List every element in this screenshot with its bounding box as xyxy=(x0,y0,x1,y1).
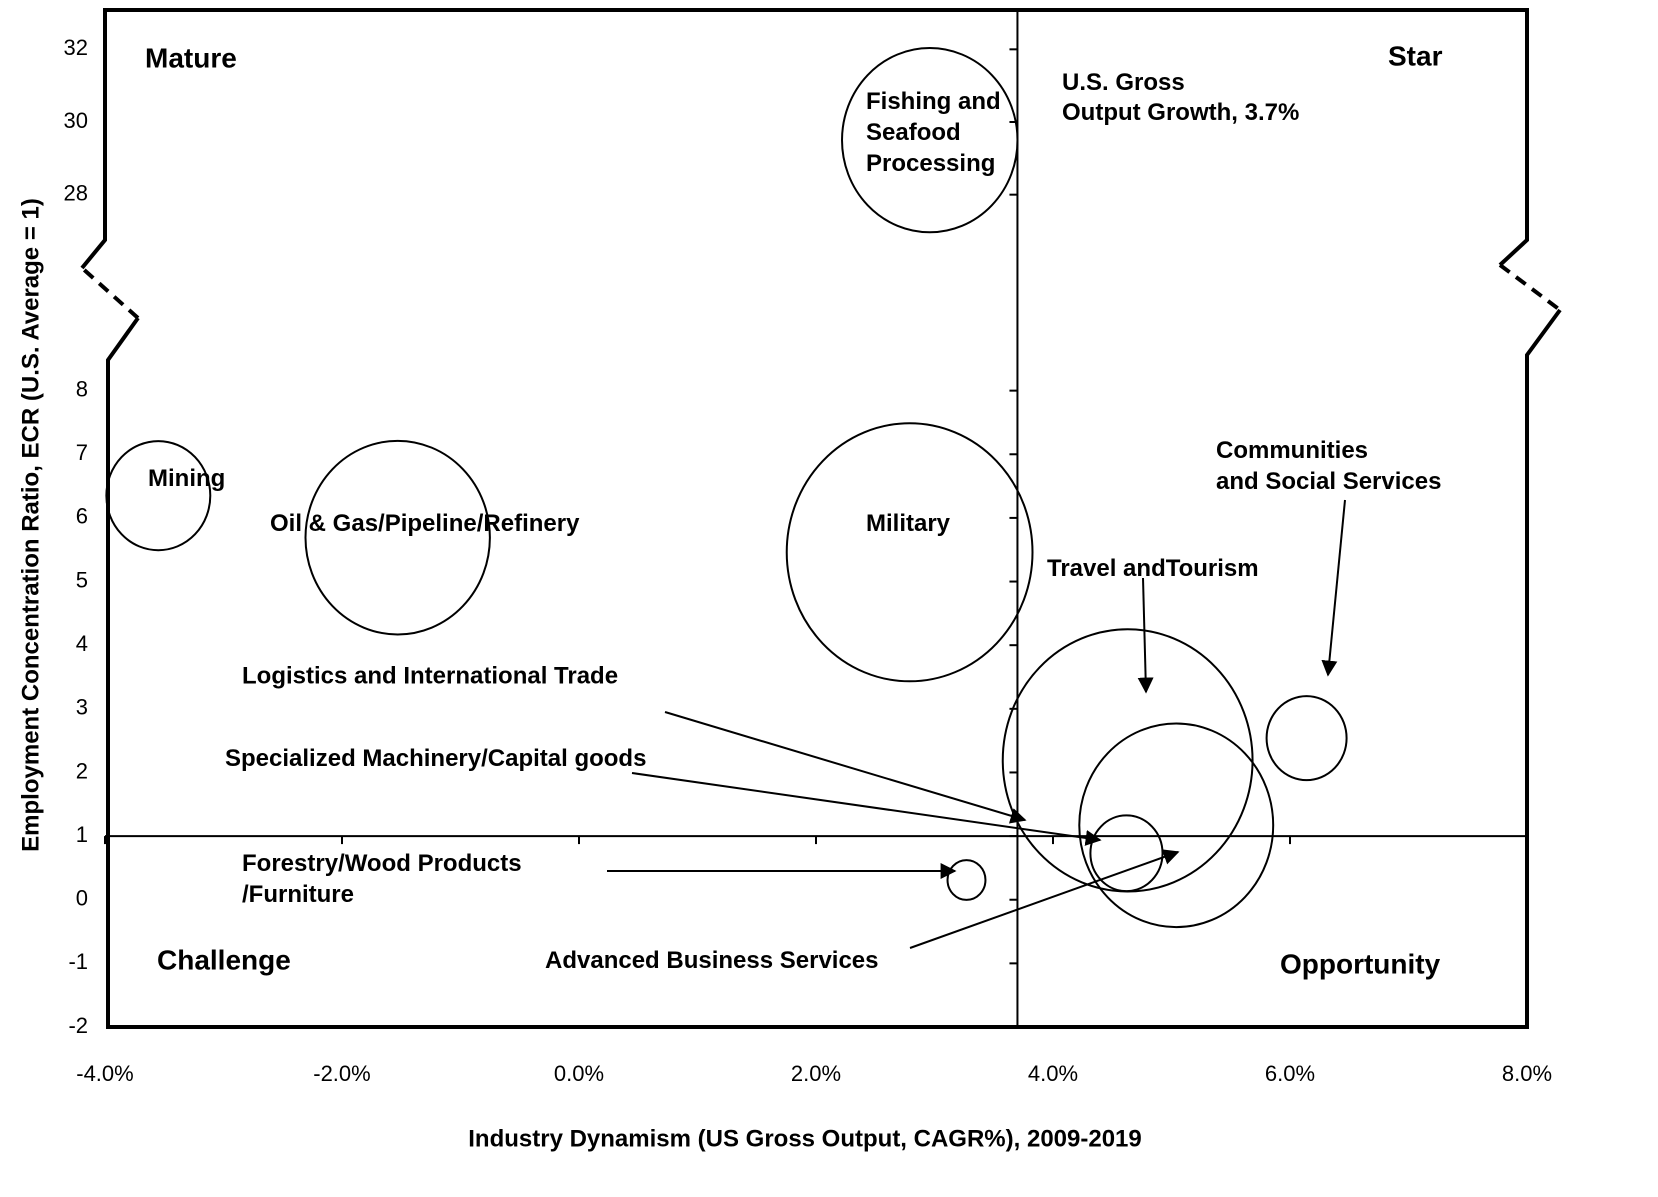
bubble xyxy=(785,422,1034,683)
bubble-label: Fishing and Seafood Processing xyxy=(866,88,1001,177)
y-tick-label: 4 xyxy=(76,631,88,656)
annotation: Logistics and International Trade xyxy=(242,662,618,689)
annotation: Mature xyxy=(145,42,237,73)
y-tick-label: 28 xyxy=(64,180,88,205)
reference-label: U.S. Gross Output Growth, 3.7% xyxy=(1062,69,1299,126)
reference-label-line: U.S. Gross xyxy=(1062,69,1185,96)
bubble-label-line: /Furniture xyxy=(242,881,354,908)
bubble-label-line: Military xyxy=(866,510,951,537)
bubble-label-line: Travel andTourism xyxy=(1047,555,1259,582)
bubble-label: Mining xyxy=(148,465,225,492)
y-tick-label: 32 xyxy=(64,35,88,60)
bubble xyxy=(1265,695,1348,782)
x-tick-label: 2.0% xyxy=(791,1061,841,1086)
bubble-label: Forestry/Wood Products/Furniture xyxy=(242,850,522,908)
bubble-label: Military xyxy=(866,510,951,537)
bubble-label-line: Mining xyxy=(148,465,225,492)
y-tick-label: 1 xyxy=(76,822,88,847)
frame xyxy=(80,8,1562,1029)
bubble-label-line: Specialized Machinery/Capital goods xyxy=(225,745,646,772)
bubble-label-line: Seafood xyxy=(866,119,961,146)
annotation: Opportunity xyxy=(1280,948,1441,979)
bubble-label-line: Forestry/Wood Products xyxy=(242,850,522,877)
y-tick-label: -1 xyxy=(68,949,88,974)
x-tick-label: 6.0% xyxy=(1265,1061,1315,1086)
x-tick-label: -4.0% xyxy=(76,1061,133,1086)
bubble-label: Advanced Business Services xyxy=(545,947,879,974)
y-tick-label: 8 xyxy=(76,376,88,401)
x-tick-label: 8.0% xyxy=(1502,1061,1552,1086)
reference-label-line: Output Growth, 3.7% xyxy=(1062,99,1299,126)
x-tick-label: 0.0% xyxy=(554,1061,604,1086)
bubble-label-line: Processing xyxy=(866,150,995,177)
bubble xyxy=(1001,628,1254,893)
bubble xyxy=(946,859,987,901)
x-axis-label: Industry Dynamism (US Gross Output, CAGR… xyxy=(468,1125,1142,1152)
bubble xyxy=(105,440,212,552)
x-tick-label: 4.0% xyxy=(1028,1061,1078,1086)
y-axis-label: Employment Concentration Ratio, ECR (U.S… xyxy=(17,198,44,852)
annotation: Challenge xyxy=(157,944,291,975)
x-tick-label: -2.0% xyxy=(313,1061,370,1086)
bubble-label: Oil & Gas/Pipeline/Refinery xyxy=(270,510,580,537)
bubble-label: Communities and Social Services xyxy=(1216,437,1441,495)
bubble xyxy=(1078,722,1275,929)
bubble-label-line: Communities xyxy=(1216,437,1368,464)
annotation: Star xyxy=(1388,40,1443,71)
bubble xyxy=(1089,814,1164,893)
y-tick-label: 0 xyxy=(76,886,88,911)
bubble-label: Specialized Machinery/Capital goods xyxy=(225,745,646,772)
bubble-label-line: Oil & Gas/Pipeline/Refinery xyxy=(270,510,580,537)
y-tick-label: -2 xyxy=(68,1013,88,1038)
bubble xyxy=(304,439,491,636)
y-tick-label: 2 xyxy=(76,758,88,783)
bubble-label-line: and Social Services xyxy=(1216,468,1441,495)
bubble xyxy=(841,47,1019,234)
bubble-label-line: Fishing and xyxy=(866,88,1001,115)
bubble-label: Travel andTourism xyxy=(1047,555,1259,582)
y-tick-label: 7 xyxy=(76,440,88,465)
y-tick-label: 30 xyxy=(64,108,88,133)
y-tick-label: 6 xyxy=(76,504,88,529)
y-tick-label: 3 xyxy=(76,695,88,720)
bubble-label-line: Advanced Business Services xyxy=(545,947,879,974)
y-tick-label: 5 xyxy=(76,567,88,592)
